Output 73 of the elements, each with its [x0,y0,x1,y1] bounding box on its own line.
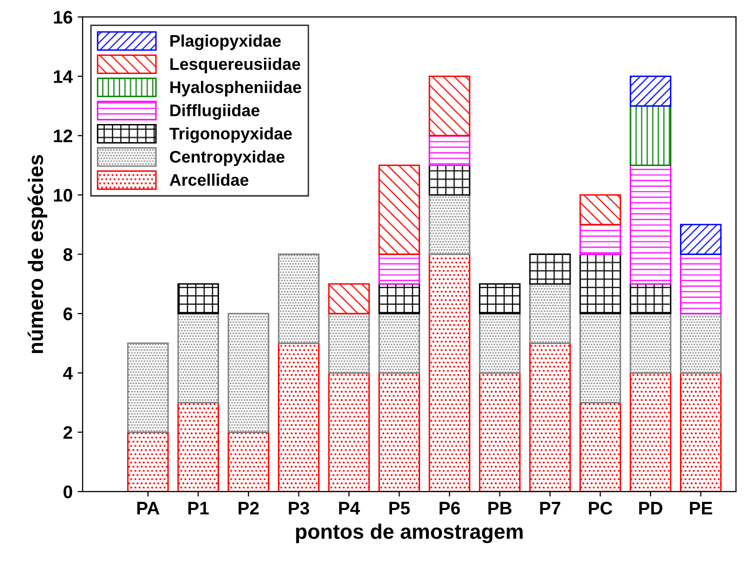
bar [428,134,470,166]
bar [478,312,521,374]
bar [579,402,622,492]
bar [278,254,320,344]
bar [177,283,220,314]
y-tick-label: 16 [54,10,72,24]
x-tick-label: PD [639,502,662,514]
bar [579,312,622,404]
bar [579,254,622,314]
bar [579,224,622,255]
bar [278,342,320,492]
bar [378,164,420,255]
legend-label: Hyalospheniidae [170,80,302,96]
bar [177,402,220,492]
bar [579,194,622,226]
bar [529,283,571,344]
bar [680,312,722,374]
y-tick-label: 14 [54,70,73,83]
bar [630,105,672,166]
y-tick-label: 2 [63,426,72,439]
bar [630,164,672,285]
x-axis-title: pontos de amostragem [296,524,523,544]
bar [478,283,521,314]
x-tick-label: P2 [238,502,259,514]
bar [630,372,672,492]
y-axis-title: número de espécies [28,154,48,354]
bar [428,76,470,136]
y-tick-label: 10 [54,188,72,202]
legend-label: Arcellidae [170,174,248,186]
y-tick-label: 12 [54,130,72,142]
x-tick-label: P6 [440,502,460,515]
x-tick-label: PB [488,502,512,514]
x-tick-label: P5 [389,502,410,515]
bar [328,372,370,492]
y-tick-label: 6 [64,308,72,320]
x-tick-label: PA [137,502,160,514]
bar [680,224,722,255]
bar [378,372,420,492]
y-tick-label: 4 [63,367,73,380]
x-tick-label: PE [690,502,712,514]
bar [428,164,470,196]
bar [127,432,169,492]
bar [378,283,420,314]
bar [127,342,169,433]
bar [680,254,722,314]
bar [328,312,370,374]
x-tick-label: P1 [188,502,209,514]
legend-label: Lesquereusiidae [170,58,300,74]
legend-label: Trigonopyxidae [169,127,292,143]
bar [630,312,672,374]
legend-label: Centropyxidae [170,150,284,166]
x-tick-label: P3 [288,502,310,515]
bar [428,194,470,255]
x-tick-label: PC [588,502,612,515]
bar [228,432,270,492]
bar [228,312,270,433]
legend-label: Difflugiidae [170,104,260,120]
y-tick-label: 8 [63,248,72,261]
bar [378,312,420,374]
bar [328,283,370,314]
bar [529,254,571,285]
bar [177,312,220,404]
bar [630,283,672,314]
bar [630,76,672,107]
bar [529,342,571,492]
bar [378,254,420,285]
bar [428,254,470,492]
x-tick-label: P4 [339,502,360,514]
bar [478,372,521,492]
legend-label: Plagiopyxidae [170,34,281,50]
x-tick-label: P7 [540,502,560,514]
y-tick-label: 0 [64,485,72,498]
bar [680,372,722,492]
